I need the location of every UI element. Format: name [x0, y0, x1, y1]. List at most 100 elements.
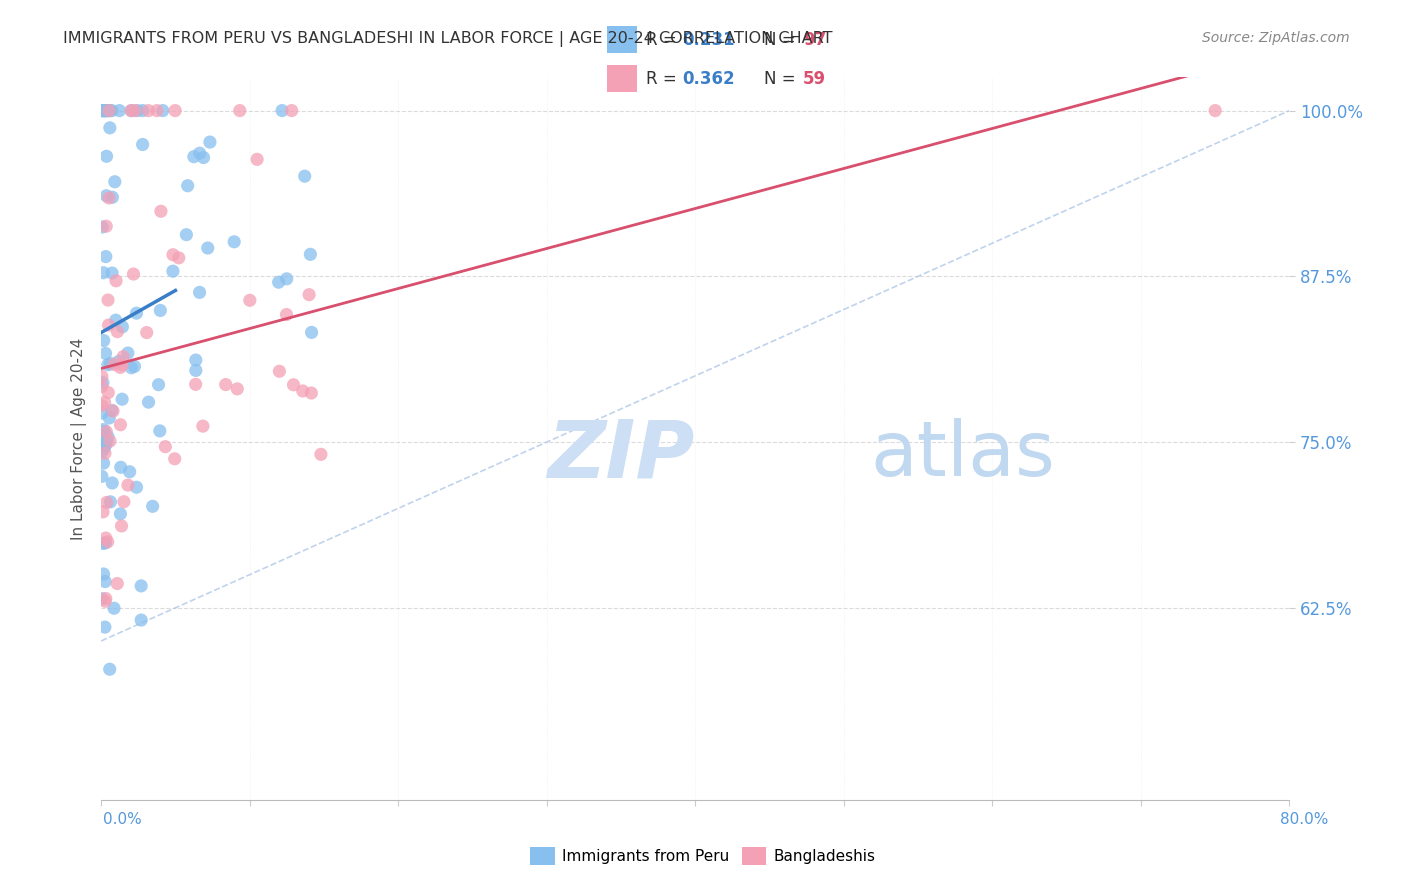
Point: [93, 423, 115, 437]
Point: [91, 376, 114, 390]
Text: R =: R =: [645, 70, 682, 87]
Point: [97, 103, 120, 118]
Point: [283, 377, 305, 392]
Point: [165, 103, 187, 118]
Point: [129, 613, 152, 627]
Point: [124, 359, 146, 374]
Point: [125, 480, 148, 494]
Point: [226, 382, 249, 396]
Point: [93, 442, 115, 456]
Point: [110, 519, 132, 533]
Point: [93, 334, 115, 348]
Point: [98, 662, 121, 676]
Point: [93, 103, 115, 118]
Point: [90, 469, 112, 483]
Point: [183, 150, 205, 164]
Point: [188, 146, 211, 161]
Point: [215, 377, 238, 392]
Point: [291, 384, 314, 398]
Point: [162, 248, 184, 262]
Point: [110, 460, 132, 475]
Point: [97, 293, 120, 307]
Point: [91, 219, 114, 234]
Point: [90, 369, 112, 384]
Point: [167, 251, 190, 265]
Point: [101, 404, 124, 418]
Text: 80.0%: 80.0%: [1281, 812, 1329, 827]
Point: [149, 204, 172, 219]
Point: [97, 430, 120, 444]
Point: [110, 417, 132, 432]
Point: [112, 494, 135, 508]
Point: [108, 354, 131, 368]
Point: [111, 319, 134, 334]
Point: [294, 169, 316, 183]
Point: [98, 103, 121, 118]
Point: [91, 505, 114, 519]
Point: [100, 495, 122, 509]
Point: [299, 386, 322, 401]
Point: [132, 103, 155, 118]
Point: [131, 137, 153, 152]
Point: [197, 241, 219, 255]
Point: [98, 434, 121, 448]
Point: [94, 594, 117, 608]
Point: [90, 444, 112, 458]
FancyBboxPatch shape: [606, 65, 637, 93]
Point: [98, 411, 121, 425]
Point: [229, 103, 252, 118]
Point: [96, 219, 118, 234]
Point: [122, 267, 145, 281]
Point: [152, 103, 174, 118]
Legend: Immigrants from Peru, Bangladeshis: Immigrants from Peru, Bangladeshis: [524, 841, 882, 871]
Point: [94, 446, 117, 460]
Point: [97, 191, 120, 205]
Point: [93, 266, 115, 280]
Point: [191, 419, 214, 434]
Point: [101, 190, 124, 204]
Point: [104, 313, 127, 327]
Point: [111, 392, 134, 407]
Point: [110, 507, 132, 521]
Point: [93, 425, 115, 439]
Point: [104, 175, 127, 189]
Point: [93, 395, 115, 409]
Point: [101, 403, 124, 417]
Point: [184, 353, 207, 368]
Point: [91, 103, 114, 118]
Point: [94, 250, 117, 264]
Point: [93, 567, 115, 582]
Point: [101, 266, 124, 280]
Point: [127, 103, 149, 118]
Point: [301, 326, 323, 340]
Point: [107, 325, 129, 339]
Point: [93, 103, 115, 118]
Text: N =: N =: [763, 70, 800, 87]
Point: [298, 287, 321, 301]
Point: [155, 440, 177, 454]
Point: [96, 435, 118, 450]
Text: ZIP: ZIP: [547, 417, 695, 494]
Point: [120, 103, 142, 118]
Point: [94, 103, 117, 118]
Point: [163, 451, 186, 466]
Point: [120, 360, 142, 375]
Point: [1204, 103, 1226, 118]
Point: [98, 103, 121, 118]
Point: [101, 475, 124, 490]
Point: [267, 275, 290, 289]
Text: Source: ZipAtlas.com: Source: ZipAtlas.com: [1202, 31, 1350, 45]
Point: [198, 135, 221, 149]
Text: N =: N =: [763, 31, 800, 49]
Text: R =: R =: [645, 31, 682, 49]
Point: [146, 103, 169, 118]
Point: [96, 425, 118, 439]
Point: [94, 591, 117, 606]
Point: [112, 350, 135, 364]
Point: [269, 364, 291, 378]
Text: 97: 97: [803, 31, 827, 49]
Point: [94, 536, 117, 550]
Point: [176, 178, 198, 193]
Point: [91, 103, 114, 118]
Point: [105, 274, 128, 288]
